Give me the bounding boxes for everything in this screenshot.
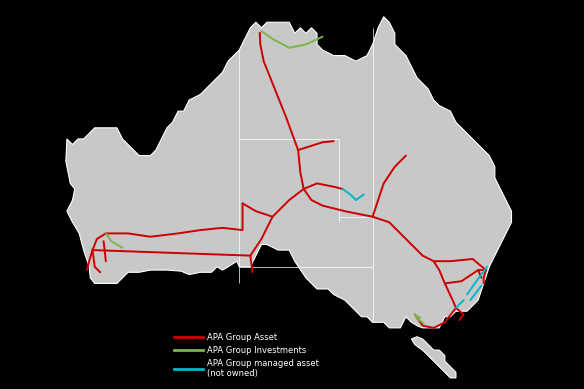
Polygon shape bbox=[412, 337, 456, 378]
Polygon shape bbox=[66, 17, 512, 328]
Legend: APA Group Asset, APA Group Investments, APA Group managed asset
(not owned): APA Group Asset, APA Group Investments, … bbox=[172, 330, 322, 381]
